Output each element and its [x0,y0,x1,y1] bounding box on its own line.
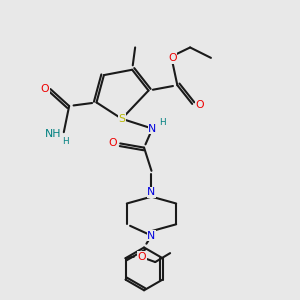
Text: NH: NH [45,129,62,139]
Text: N: N [148,124,157,134]
Text: O: O [40,84,49,94]
Text: N: N [147,187,156,197]
Text: O: O [168,53,177,63]
Text: O: O [196,100,204,110]
Text: O: O [137,252,146,262]
Text: S: S [118,114,125,124]
Text: H: H [62,136,69,146]
Text: N: N [147,231,156,241]
Text: O: O [108,139,117,148]
Text: H: H [160,118,166,127]
